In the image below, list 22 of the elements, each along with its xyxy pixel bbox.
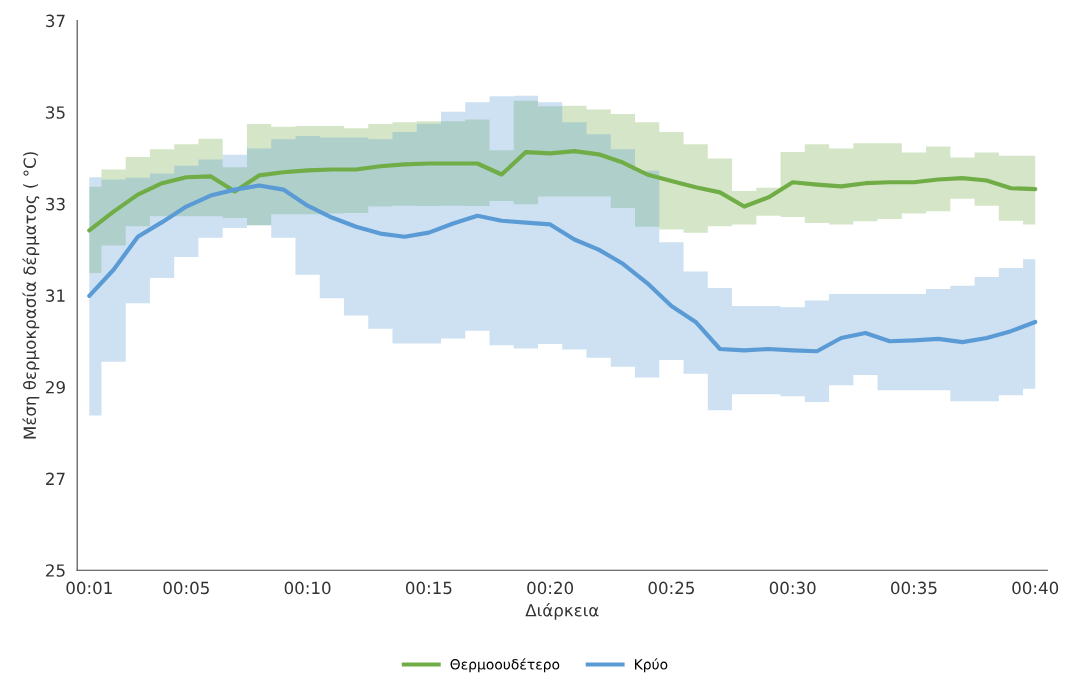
y-tick-label: 31	[46, 289, 65, 302]
line-series	[87, 149, 1038, 233]
y-tick-label: 33	[46, 197, 65, 211]
y-tick-label: 25	[46, 564, 65, 577]
x-tick-label: 00:40	[1012, 581, 1059, 595]
x-tick-label: 00:35	[891, 581, 937, 595]
x-axis-title: Διάρκεια	[525, 603, 599, 620]
legend-label: Θερμοουδέτερο	[450, 658, 560, 673]
x-tick-label: 00:10	[284, 581, 331, 595]
x-tick-label: 00:05	[163, 581, 209, 595]
x-tick-label: 00:30	[769, 581, 816, 595]
legend-label: Κρύο	[635, 658, 668, 673]
line-series	[87, 183, 1038, 354]
y-tick-label: 37	[46, 14, 65, 28]
y-tick-label: 29	[46, 380, 65, 394]
y-tick-label: 35	[46, 106, 65, 119]
y-axis-title: Μέση θερμοκρασία δέρματος ( °C)	[22, 152, 40, 439]
x-tick-label: 00:20	[527, 581, 574, 595]
x-tick-label: 00:15	[405, 581, 452, 595]
x-tick-label: 00:25	[648, 581, 694, 595]
x-tick-label: 00:01	[66, 581, 112, 595]
y-tick-label: 27	[46, 472, 65, 485]
